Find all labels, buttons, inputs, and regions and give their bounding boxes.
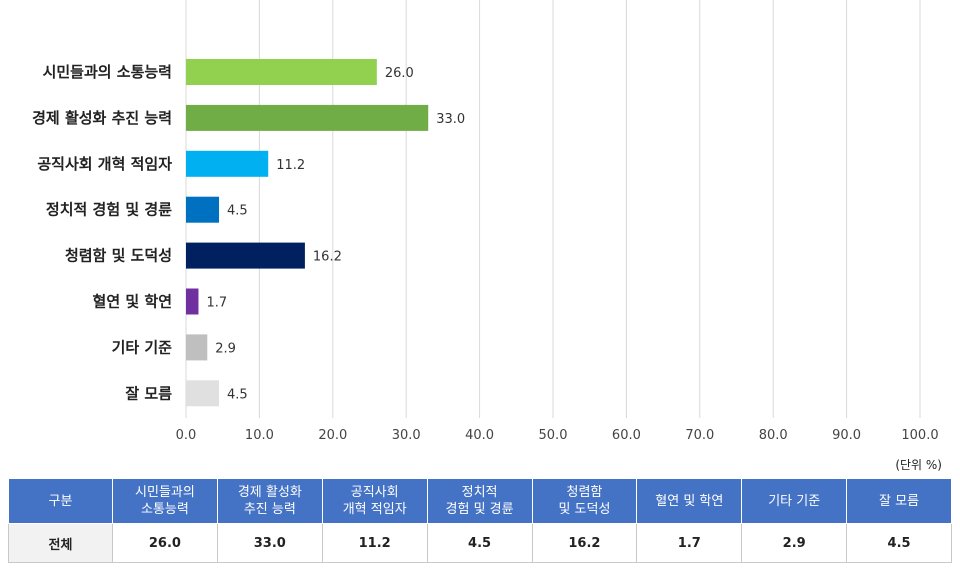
category-label: 정치적 경험 및 경륜 (46, 201, 172, 219)
table-header-row: 구분 시민들과의 소통능력 경제 활성화 추진 능력 공직사회 개혁 적임자 정… (8, 478, 952, 524)
category-label: 혈연 및 학연 (93, 293, 172, 311)
category-label: 시민들과의 소통능력 (43, 63, 172, 81)
table-column-header: 공직사회 개혁 적임자 (321, 478, 428, 524)
bar (186, 104, 429, 131)
table-cell: 2.9 (741, 523, 848, 563)
bar (186, 288, 199, 315)
table-cell: 4.5 (426, 523, 533, 563)
table-cell: 16.2 (531, 523, 638, 563)
table-cell: 11.2 (321, 523, 428, 563)
x-tick-label: 60.0 (612, 428, 641, 443)
table-column-header: 경제 활성화 추진 능력 (216, 478, 323, 524)
data-label: 2.9 (215, 341, 236, 356)
category-label: 잘 모름 (125, 384, 172, 402)
x-tick-label: 0.0 (176, 428, 197, 443)
table-column-header: 기타 기준 (741, 478, 848, 524)
data-label: 26.0 (385, 66, 414, 81)
x-tick-label: 30.0 (392, 428, 421, 443)
data-label: 4.5 (227, 387, 248, 402)
bar (186, 150, 269, 177)
table-column-header: 청렴함 및 도덕성 (531, 478, 638, 524)
bar (186, 59, 377, 85)
unit-note: (단위 %) (895, 458, 942, 472)
category-label: 경제 활성화 추진 능력 (32, 109, 172, 127)
data-label: 16.2 (313, 250, 342, 265)
bar (186, 380, 220, 407)
data-label: 1.7 (206, 296, 227, 311)
table-cell: 33.0 (216, 523, 323, 563)
category-label: 공직사회 개혁 적임자 (37, 155, 172, 173)
x-tick-label: 10.0 (245, 428, 274, 443)
summary-table: 구분 시민들과의 소통능력 경제 활성화 추진 능력 공직사회 개혁 적임자 정… (8, 478, 952, 563)
x-tick-label: 50.0 (539, 428, 568, 443)
x-tick-label: 70.0 (685, 428, 714, 443)
x-tick-label: 80.0 (759, 428, 788, 443)
x-tick-label: 20.0 (318, 428, 347, 443)
table-cell: 1.7 (636, 523, 743, 563)
table-column-header: 잘 모름 (846, 478, 952, 524)
bar (186, 334, 208, 361)
data-label: 33.0 (436, 112, 465, 127)
table-row-label: 전체 (8, 523, 113, 563)
x-tick-label: 100.0 (901, 428, 938, 443)
table-header-label: 구분 (8, 478, 113, 524)
table-cell: 4.5 (846, 523, 952, 563)
bar (186, 196, 220, 223)
category-label: 기타 기준 (112, 338, 173, 356)
x-tick-label: 90.0 (832, 428, 861, 443)
data-label: 4.5 (227, 204, 248, 219)
table-column-header: 혈연 및 학연 (636, 478, 743, 524)
x-tick-label: 40.0 (465, 428, 494, 443)
bar-chart: 0.0 10.0 20.0 30.0 40.0 50.0 60.0 70.0 80.0 90.0 1… (32, 0, 939, 443)
data-label: 11.2 (276, 158, 305, 173)
category-label: 청렴함 및 도덕성 (65, 247, 172, 265)
table-row: 전체 26.0 33.0 11.2 4.5 16.2 1.7 2.9 4.5 (8, 523, 952, 563)
table-column-header: 시민들과의 소통능력 (112, 478, 218, 524)
table-column-header: 정치적 경험 및 경륜 (426, 478, 533, 524)
bar (186, 242, 305, 269)
table-cell: 26.0 (112, 523, 218, 563)
